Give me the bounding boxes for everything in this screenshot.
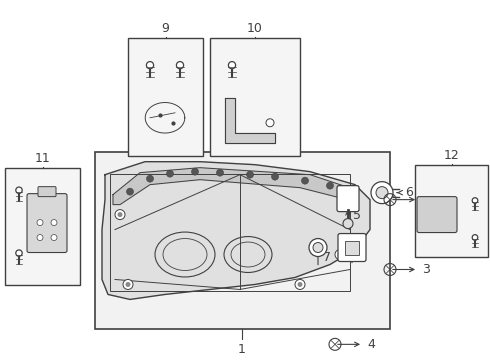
Circle shape — [472, 198, 478, 203]
Circle shape — [37, 220, 43, 226]
Polygon shape — [113, 168, 355, 204]
Circle shape — [123, 279, 133, 289]
Circle shape — [115, 210, 125, 220]
FancyBboxPatch shape — [128, 38, 203, 156]
FancyBboxPatch shape — [337, 186, 359, 212]
Text: 4: 4 — [367, 338, 375, 351]
FancyBboxPatch shape — [27, 194, 67, 252]
Circle shape — [297, 282, 302, 287]
Circle shape — [472, 235, 478, 240]
FancyBboxPatch shape — [415, 165, 488, 257]
Text: 7: 7 — [323, 251, 331, 264]
FancyBboxPatch shape — [5, 168, 80, 285]
Circle shape — [246, 171, 253, 178]
Circle shape — [371, 182, 393, 204]
Text: 3: 3 — [422, 263, 430, 276]
Circle shape — [338, 252, 343, 257]
Text: 10: 10 — [247, 22, 263, 35]
Circle shape — [217, 169, 223, 176]
Circle shape — [37, 235, 43, 240]
Circle shape — [313, 243, 323, 252]
Text: 8: 8 — [357, 249, 365, 262]
Circle shape — [126, 188, 133, 195]
Polygon shape — [225, 98, 275, 143]
Text: 2: 2 — [422, 193, 430, 206]
Circle shape — [376, 186, 388, 199]
Text: 9: 9 — [162, 22, 170, 35]
Circle shape — [295, 279, 305, 289]
Text: 6: 6 — [405, 186, 413, 199]
Circle shape — [301, 177, 309, 184]
Circle shape — [16, 187, 22, 193]
FancyBboxPatch shape — [417, 197, 457, 233]
Text: 1: 1 — [238, 343, 246, 356]
Circle shape — [176, 62, 184, 69]
Circle shape — [192, 168, 198, 175]
Circle shape — [125, 282, 130, 287]
Circle shape — [51, 220, 57, 226]
FancyBboxPatch shape — [345, 240, 359, 255]
FancyBboxPatch shape — [338, 234, 366, 261]
Circle shape — [16, 250, 22, 256]
Polygon shape — [102, 162, 370, 300]
Text: 5: 5 — [353, 209, 361, 222]
Circle shape — [343, 219, 353, 229]
FancyBboxPatch shape — [95, 152, 390, 329]
Circle shape — [309, 239, 327, 257]
Text: 12: 12 — [443, 149, 460, 162]
Circle shape — [335, 249, 345, 260]
Circle shape — [271, 173, 278, 180]
FancyBboxPatch shape — [210, 38, 300, 156]
Circle shape — [167, 170, 173, 177]
Circle shape — [266, 119, 274, 127]
Text: 11: 11 — [35, 152, 50, 165]
Circle shape — [326, 182, 334, 189]
Circle shape — [228, 62, 236, 69]
Circle shape — [147, 175, 153, 182]
Circle shape — [51, 235, 57, 240]
FancyBboxPatch shape — [38, 186, 56, 197]
Circle shape — [118, 212, 122, 217]
Circle shape — [147, 62, 153, 69]
